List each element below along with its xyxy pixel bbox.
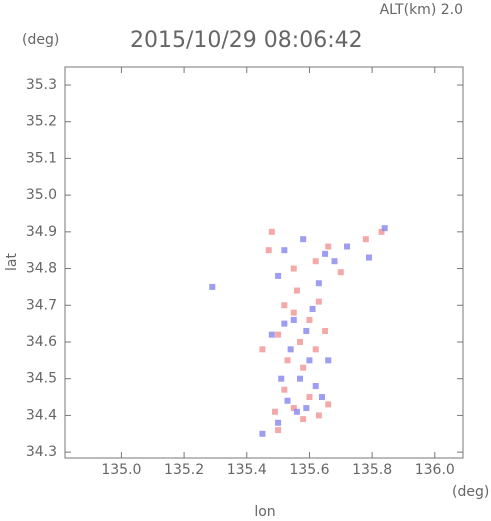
radar-cell bbox=[315, 412, 322, 419]
y-unit: (deg) bbox=[22, 32, 59, 48]
radar-cell bbox=[306, 394, 313, 401]
radar-cell bbox=[275, 272, 282, 279]
radar-cell bbox=[290, 265, 297, 272]
radar-cell bbox=[278, 375, 285, 382]
radar-cell bbox=[306, 316, 313, 323]
radar-cell bbox=[365, 254, 372, 261]
chart-title: 2015/10/29 08:06:42 bbox=[130, 28, 363, 53]
radar-cell bbox=[259, 346, 266, 353]
radar-cell bbox=[300, 364, 307, 371]
radar-cell bbox=[268, 331, 275, 338]
y-tick-label: 34.3 bbox=[26, 444, 57, 460]
radar-cell bbox=[281, 320, 288, 327]
radar-cell bbox=[287, 346, 294, 353]
radar-cell bbox=[315, 298, 322, 305]
y-tick-label: 34.9 bbox=[26, 224, 57, 240]
radar-cell bbox=[290, 405, 297, 412]
radar-cell bbox=[209, 283, 216, 290]
radar-cell bbox=[297, 375, 304, 382]
y-tick-label: 35.2 bbox=[26, 114, 57, 130]
y-tick-label: 35.3 bbox=[26, 77, 57, 93]
radar-cell bbox=[300, 236, 307, 243]
radar-cell bbox=[312, 258, 319, 265]
y-axis-label: lat bbox=[4, 253, 20, 271]
y-tick-label: 34.6 bbox=[26, 334, 57, 350]
radar-cell bbox=[344, 243, 351, 250]
radar-cell bbox=[378, 228, 385, 235]
radar-cell bbox=[268, 228, 275, 235]
radar-cell bbox=[271, 408, 278, 415]
radar-cell bbox=[275, 419, 282, 426]
radar-cell bbox=[381, 225, 388, 232]
x-tick-label: 135.4 bbox=[227, 462, 267, 478]
radar-cell bbox=[281, 302, 288, 309]
radar-cell bbox=[265, 247, 272, 254]
radar-cell bbox=[312, 346, 319, 353]
radar-cell bbox=[275, 331, 282, 338]
x-tick-label: 135.0 bbox=[101, 462, 141, 478]
radar-cell bbox=[281, 386, 288, 393]
x-tick-label: 135.8 bbox=[352, 462, 392, 478]
radar-cell bbox=[337, 269, 344, 276]
radar-cell bbox=[293, 287, 300, 294]
x-tick-label: 135.6 bbox=[289, 462, 329, 478]
radar-cell bbox=[315, 280, 322, 287]
radar-cell bbox=[284, 397, 291, 404]
radar-cell bbox=[322, 327, 329, 334]
radar-cell bbox=[312, 383, 319, 390]
y-tick-label: 35.1 bbox=[26, 150, 57, 166]
radar-cell bbox=[325, 243, 332, 250]
radar-cell bbox=[318, 394, 325, 401]
radar-cell bbox=[303, 327, 310, 334]
radar-cell bbox=[331, 258, 338, 265]
radar-cell bbox=[300, 416, 307, 423]
x-tick-label: 136.0 bbox=[415, 462, 455, 478]
x-tick-label: 135.2 bbox=[164, 462, 204, 478]
y-tick-label: 34.8 bbox=[26, 261, 57, 277]
radar-cell bbox=[325, 401, 332, 408]
radar-cell bbox=[322, 250, 329, 257]
plot-frame bbox=[64, 66, 464, 459]
altitude-label: ALT(km) 2.0 bbox=[380, 2, 463, 18]
radar-cell bbox=[303, 405, 310, 412]
radar-cell bbox=[275, 427, 282, 434]
y-tick-label: 35.0 bbox=[26, 187, 57, 203]
radar-cell bbox=[297, 338, 304, 345]
y-tick-label: 34.4 bbox=[26, 407, 57, 423]
y-tick-label: 34.5 bbox=[26, 371, 57, 387]
radar-cell bbox=[290, 316, 297, 323]
y-tick-label: 34.7 bbox=[26, 297, 57, 313]
x-unit: (deg) bbox=[452, 484, 489, 500]
radar-cell bbox=[325, 357, 332, 364]
radar-cell bbox=[281, 247, 288, 254]
radar-cell bbox=[309, 305, 316, 312]
x-axis-label: lon bbox=[254, 504, 275, 520]
radar-cell bbox=[259, 430, 266, 437]
radar-cell bbox=[284, 357, 291, 364]
radar-cell bbox=[290, 309, 297, 316]
radar-cell bbox=[362, 236, 369, 243]
radar-cell bbox=[293, 408, 300, 415]
radar-cell bbox=[306, 357, 313, 364]
